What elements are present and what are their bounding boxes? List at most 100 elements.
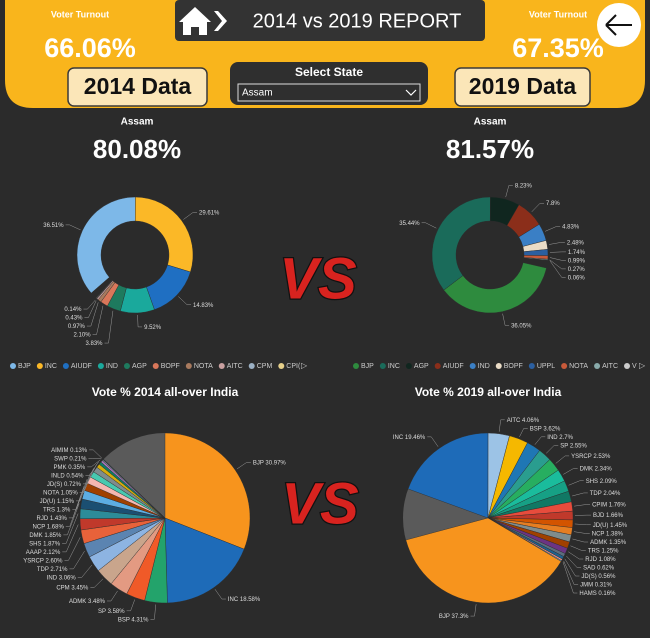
leader-line: [64, 537, 81, 561]
label-value: 0.97%: [68, 324, 86, 330]
legend-label: NOTA: [569, 363, 588, 370]
pie-slice: [164, 432, 251, 550]
label-value: 0.72%: [64, 481, 82, 487]
label-value: 0.14%: [64, 307, 82, 313]
leader-line: [568, 551, 584, 560]
label-value: 1.38%: [606, 531, 624, 537]
data-label: 2.48%: [567, 240, 585, 246]
label-party: ADMK: [69, 599, 86, 605]
label-value: 1.76%: [609, 502, 627, 508]
label-party: DMK: [580, 466, 593, 472]
leader-line: [549, 259, 566, 270]
label-party: NOTA: [43, 490, 59, 496]
leader-line: [92, 305, 104, 335]
state-dropdown[interactable]: [237, 83, 421, 102]
label-party: YSRCP: [23, 558, 44, 564]
label-party: BSP: [530, 426, 542, 432]
data-label: BJD 1.66%: [593, 513, 624, 519]
label-value: 18.58%: [240, 597, 261, 603]
label-party: CPIM: [592, 502, 607, 508]
legend-label: BJP: [18, 363, 31, 370]
label-value: 2.60%: [45, 558, 63, 564]
data-label: TRS 1.3%: [43, 507, 71, 513]
label-value: 2.53%: [593, 453, 611, 459]
legend-more[interactable]: ▷: [301, 361, 308, 370]
leader-line: [79, 468, 94, 493]
label-party: BSP: [118, 617, 130, 623]
label-party: BJP: [439, 614, 450, 620]
label-party: JD(U): [593, 522, 609, 528]
data-label: INLD 0.54%: [51, 473, 84, 479]
pie-slice: [405, 517, 562, 604]
label-value: 1.3%: [57, 507, 71, 513]
label-value: 1.45%: [610, 522, 628, 528]
leader-line: [72, 479, 88, 510]
label-value: 4.83%: [562, 224, 580, 230]
leader-line: [178, 296, 192, 306]
data-label: AAAP 2.12%: [26, 549, 61, 555]
label-party: ADMK: [590, 540, 607, 546]
label-value: 1.35%: [609, 540, 627, 546]
label-value: 2.48%: [567, 240, 585, 246]
leader-line: [549, 242, 565, 245]
leader-line: [62, 513, 79, 544]
legend: BJPINCAGPAIUDFINDBOPFUPPLNOTAAITCVPINPEP: [353, 363, 637, 370]
label-party: CPM: [56, 585, 69, 591]
data-button[interactable]: [67, 67, 208, 107]
legend-label: BOPF: [504, 363, 523, 370]
label-value: 2.12%: [43, 549, 61, 555]
leader-line: [87, 459, 101, 468]
back-arrow: [605, 14, 632, 36]
leader-line: [568, 480, 584, 486]
legend-label: AITC: [227, 363, 243, 370]
legend: BJP INC AIUDF IND AGP BOPF NOTA AITC CPM CPI(ML)(…: [10, 363, 321, 370]
pie-slice: [102, 458, 166, 519]
leader-line: [236, 462, 251, 470]
label-party: SP: [560, 443, 568, 449]
legend-label: IND: [106, 363, 118, 370]
label-party: JMM: [580, 582, 593, 588]
legend-swatch: [248, 363, 255, 369]
label-party: NCP: [33, 524, 46, 530]
data-label: BSP 3.62%: [530, 426, 561, 432]
label-party: IND: [547, 434, 558, 440]
label-value: 3.62%: [543, 426, 561, 432]
data-label: SP 2.55%: [560, 443, 587, 449]
data-label: HAMS 0.16%: [579, 591, 616, 597]
leader-line: [546, 445, 559, 454]
legend-swatch: [379, 363, 386, 369]
data-label: JD(U) 1.45%: [593, 522, 628, 528]
legend-label: CPI(ML)(L): [286, 363, 321, 370]
leader-line: [65, 494, 82, 527]
label-party: TRS: [43, 507, 55, 513]
label-value: 2.34%: [595, 466, 613, 472]
label-value: 0.13%: [70, 447, 88, 453]
label-value: 0.31%: [595, 582, 613, 588]
data-label: IND 2.7%: [547, 434, 573, 440]
leader-line: [549, 257, 566, 261]
label-value: 0.35%: [68, 464, 86, 470]
legend-swatch: [185, 363, 192, 369]
data-label: JMM 0.31%: [580, 582, 612, 588]
label-party: YSRCP: [571, 453, 592, 459]
data-label: YSRCP 2.60%: [23, 558, 63, 564]
data-label: 0.27%: [568, 266, 586, 272]
label-party: AITC: [507, 417, 521, 423]
leader-line: [75, 473, 91, 502]
data-button[interactable]: [454, 67, 591, 107]
label-party: DMK: [29, 532, 42, 538]
label-party: AIMIM: [51, 447, 68, 453]
data-label: SAD 0.62%: [583, 565, 615, 571]
legend-swatch: [624, 363, 631, 369]
legend-more[interactable]: ▷: [639, 361, 646, 370]
vs-graphic: VS: [279, 246, 357, 311]
leader-line: [62, 524, 79, 553]
leader-line: [84, 300, 97, 318]
data-label: SWP 0.21%: [54, 456, 87, 462]
legend-label: AITC: [602, 363, 618, 370]
leader-line: [563, 468, 578, 475]
leader-line: [549, 251, 566, 253]
home-button[interactable]: [179, 7, 227, 35]
data-label: BJP 37.3%: [439, 614, 469, 620]
